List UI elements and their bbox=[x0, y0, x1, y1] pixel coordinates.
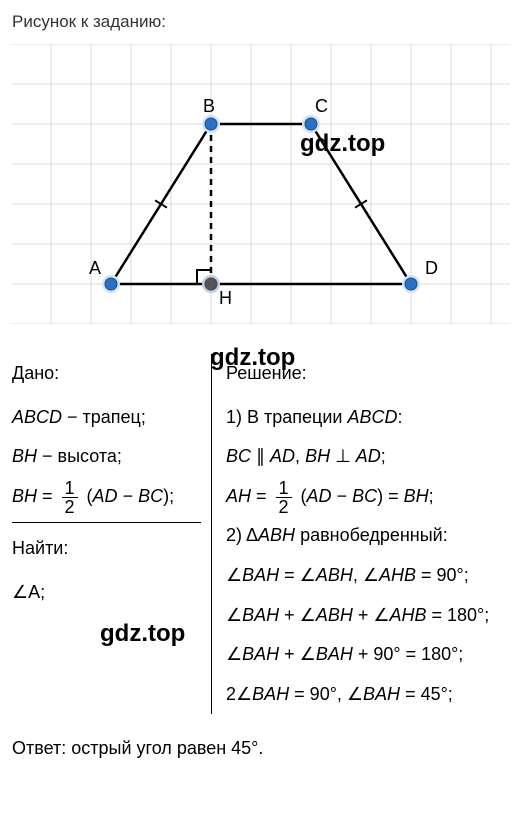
find-value: ∠A; bbox=[12, 573, 201, 613]
proof-line: 2) ΔABH равнобедренный: bbox=[226, 516, 510, 556]
svg-text:H: H bbox=[219, 288, 232, 308]
solution-column: Решение: 1) В трапеции ABCD:BC ∥ AD, BH … bbox=[212, 354, 510, 714]
diagram: A B C D H bbox=[12, 44, 510, 324]
answer: Ответ: острый угол равен 45°. bbox=[12, 738, 510, 759]
proof-line: AH = 12 (AD − BC) = BH; bbox=[226, 477, 510, 517]
proof-line: ∠BAH = ∠ABH, ∠AHB = 90°; bbox=[226, 556, 510, 596]
proof-line: BH = 12 (AD − BC); bbox=[12, 477, 201, 517]
task-title: Рисунок к заданию: bbox=[12, 12, 510, 32]
proof-line: 1) В трапеции ABCD: bbox=[226, 398, 510, 438]
svg-text:A: A bbox=[89, 258, 101, 278]
find-heading: Найти: bbox=[12, 529, 201, 569]
proof: Дано: ABCD − трапец;BH − высота;BH = 12 … bbox=[12, 354, 510, 714]
svg-text:B: B bbox=[203, 96, 215, 116]
proof-line: ∠BAH + ∠BAH + 90° = 180°; bbox=[226, 635, 510, 675]
svg-text:C: C bbox=[315, 96, 328, 116]
proof-line: ∠BAH + ∠ABH + ∠AHB = 180°; bbox=[226, 596, 510, 636]
trapezoid-figure: A B C D H bbox=[12, 44, 510, 324]
proof-line: BC ∥ AD, BH ⊥ AD; bbox=[226, 437, 510, 477]
given-heading: Дано: bbox=[12, 354, 201, 394]
svg-text:D: D bbox=[425, 258, 438, 278]
given-column: Дано: ABCD − трапец;BH − высота;BH = 12 … bbox=[12, 354, 212, 714]
proof-line: 2∠BAH = 90°, ∠BAH = 45°; bbox=[226, 675, 510, 715]
solution-heading: Решение: bbox=[226, 354, 510, 394]
proof-line: ABCD − трапец; bbox=[12, 398, 201, 438]
proof-line: BH − высота; bbox=[12, 437, 201, 477]
